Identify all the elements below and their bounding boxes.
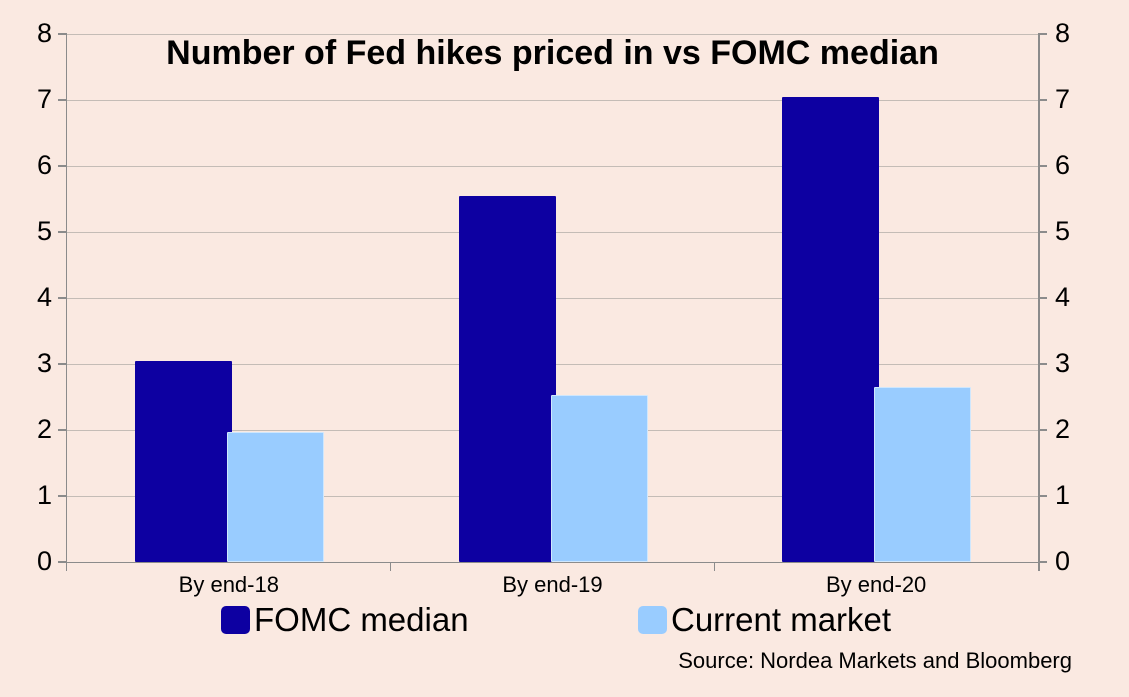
bar-fomc-median-by-end-19 [458, 195, 556, 562]
y-tick-left [58, 297, 67, 299]
y-tick-left [58, 495, 67, 497]
y-tick-left [58, 429, 67, 431]
y-tick-label-left: 7 [36, 83, 52, 114]
y-axis-line-right [1038, 34, 1040, 571]
legend-item-current-market: Current market [638, 603, 891, 636]
gridline [67, 33, 1038, 35]
gridline [67, 165, 1038, 167]
y-tick-label-left: 0 [36, 545, 52, 576]
x-tick [713, 562, 716, 571]
y-tick-right [1038, 297, 1047, 299]
y-axis-line-left [65, 34, 67, 571]
legend-swatch-current-market [638, 605, 667, 634]
y-tick-right [1038, 495, 1047, 497]
y-tick-label-left: 3 [36, 347, 52, 378]
bar-current-market-by-end-18 [226, 431, 324, 562]
x-axis-baseline [67, 561, 1038, 564]
y-tick-label-right: 1 [1055, 479, 1071, 510]
y-tick-label-right: 7 [1055, 83, 1071, 114]
y-tick-label-right: 2 [1055, 413, 1071, 444]
y-tick-label-right: 0 [1055, 545, 1071, 576]
y-tick-label-right: 8 [1055, 17, 1071, 48]
legend-label-fomc-median: FOMC median [254, 601, 469, 638]
legend-label-current-market: Current market [671, 601, 892, 638]
y-tick-left [58, 561, 67, 563]
y-tick-label-left: 2 [36, 413, 52, 444]
y-tick-label-left: 8 [36, 17, 52, 48]
y-tick-label-left: 5 [36, 215, 52, 246]
bar-current-market-by-end-20 [874, 387, 972, 562]
x-tick [389, 562, 392, 571]
x-category-label: By end-19 [502, 572, 603, 597]
y-tick-left [58, 33, 67, 35]
y-tick-right [1038, 231, 1047, 233]
bar-current-market-by-end-19 [550, 395, 648, 562]
y-tick-right [1038, 429, 1047, 431]
x-category-label: By end-20 [826, 572, 927, 597]
y-tick-label-right: 5 [1055, 215, 1071, 246]
bar-fomc-median-by-end-20 [782, 96, 880, 562]
y-tick-label-right: 6 [1055, 149, 1071, 180]
legend-item-fomc-median: FOMC median [221, 603, 469, 636]
y-tick-left [58, 363, 67, 365]
y-tick-label-left: 1 [36, 479, 52, 510]
y-tick-left [58, 165, 67, 167]
y-tick-right [1038, 165, 1047, 167]
y-tick-right [1038, 363, 1047, 365]
y-tick-label-left: 4 [36, 281, 52, 312]
y-tick-label-left: 6 [36, 149, 52, 180]
y-tick-right [1038, 561, 1047, 563]
legend-swatch-fomc-median [221, 605, 250, 634]
y-tick-left [58, 99, 67, 101]
source-credit: Source: Nordea Markets and Bloomberg [678, 648, 1072, 673]
x-category-label: By end-18 [178, 572, 279, 597]
y-tick-label-right: 4 [1055, 281, 1071, 312]
y-tick-right [1038, 99, 1047, 101]
y-tick-label-right: 3 [1055, 347, 1071, 378]
chart-title: Number of Fed hikes priced in vs FOMC me… [166, 34, 939, 72]
gridline [67, 99, 1038, 101]
y-tick-right [1038, 33, 1047, 35]
y-tick-left [58, 231, 67, 233]
bar-fomc-median-by-end-18 [134, 360, 232, 562]
